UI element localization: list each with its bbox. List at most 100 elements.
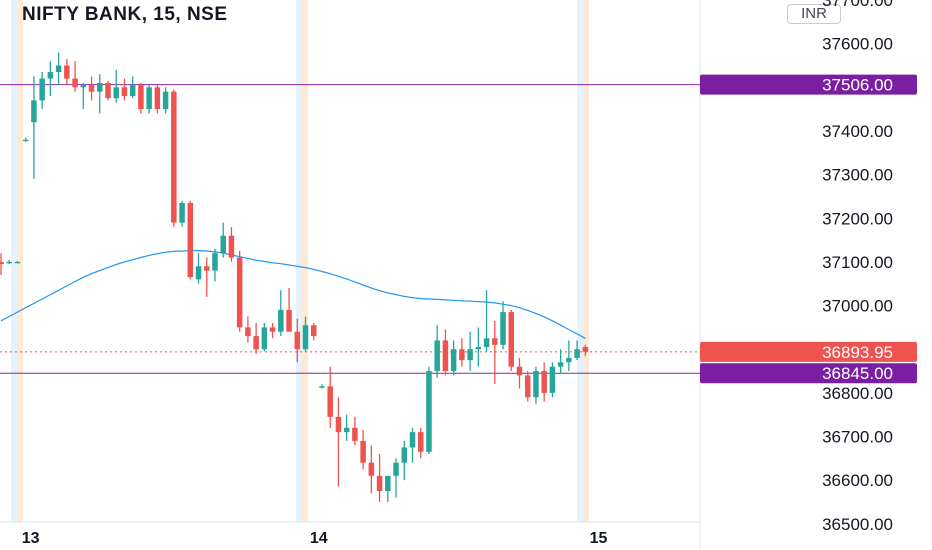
y-tick-label: 36800.00 — [822, 384, 893, 403]
y-tick-label: 37200.00 — [822, 209, 893, 228]
candle-body — [6, 261, 12, 264]
candle-body — [253, 336, 259, 350]
candle-body — [409, 432, 416, 448]
candle-body — [64, 65, 70, 79]
last-price-tag — [700, 341, 917, 362]
x-tick-label: 13 — [22, 530, 40, 547]
candle-body — [286, 309, 292, 332]
y-tick-label: 37300.00 — [822, 166, 893, 185]
candle-body — [14, 261, 21, 264]
candle-body — [516, 366, 523, 376]
candle-body — [97, 82, 103, 92]
candle-body — [524, 375, 531, 398]
candle-body — [138, 85, 144, 110]
y-tick-label: 37000.00 — [822, 297, 893, 316]
chart-title: NIFTY BANK, 15, NSE — [22, 4, 228, 25]
session-band — [577, 0, 583, 522]
candle-body — [105, 82, 111, 99]
candle-body — [228, 235, 235, 258]
candle-body — [22, 139, 29, 142]
candle-body — [146, 87, 152, 110]
candle-body — [129, 85, 136, 97]
candle-body — [171, 91, 177, 223]
candle-body — [31, 100, 37, 123]
candle-body — [121, 87, 128, 97]
candle-body — [294, 331, 301, 350]
candle-body — [179, 202, 185, 223]
level-price-tag — [700, 363, 917, 384]
candle-body — [327, 386, 333, 417]
candle-body — [195, 266, 202, 280]
candle-body — [401, 447, 408, 463]
candle-body — [335, 416, 342, 433]
y-tick-label: 36500.00 — [822, 515, 893, 534]
candle-body — [310, 325, 317, 337]
candle-body — [434, 340, 440, 372]
candle-body — [319, 386, 325, 388]
candle-body — [541, 371, 547, 393]
candle-body — [72, 78, 78, 88]
candle-body — [269, 327, 276, 332]
candle-body — [459, 349, 465, 361]
candle-body — [162, 91, 169, 110]
candle-body — [467, 349, 473, 361]
candle-body — [417, 432, 424, 452]
candle-body — [574, 349, 580, 358]
candle-body — [154, 87, 161, 110]
candle-body — [352, 427, 358, 441]
y-tick-label: 37400.00 — [822, 122, 893, 141]
level-price-label: 36845.00 — [822, 364, 893, 383]
candle-body — [0, 261, 4, 265]
session-band — [11, 0, 17, 522]
candle-body — [475, 347, 482, 350]
candle-body — [212, 253, 218, 271]
candle-body — [261, 327, 268, 350]
candle-body — [302, 325, 309, 350]
candle-body — [187, 202, 194, 278]
candle-body — [113, 87, 119, 99]
candle-body — [204, 266, 210, 271]
candle-body — [533, 371, 539, 398]
candle-body — [47, 72, 54, 79]
candle-body — [88, 85, 95, 92]
candle-body — [220, 235, 226, 254]
candle-body — [582, 347, 589, 352]
currency-button[interactable]: INR — [787, 4, 841, 24]
y-tick-label: 37600.00 — [822, 35, 893, 54]
session-band — [302, 0, 308, 522]
candle-body — [492, 338, 498, 345]
candle-body — [549, 366, 556, 393]
candle-body — [236, 257, 243, 328]
candle-body — [360, 440, 366, 463]
y-tick-label: 36600.00 — [822, 471, 893, 490]
level-price-tag — [700, 74, 917, 95]
candle-body — [483, 338, 490, 348]
candle-body — [55, 65, 62, 73]
y-tick-label: 36700.00 — [822, 428, 893, 447]
y-tick-label: 37100.00 — [822, 253, 893, 272]
y-tick-label: 37700.00 — [822, 0, 893, 10]
candle-body — [442, 340, 449, 372]
candle-body — [368, 462, 375, 476]
candle-body — [566, 357, 572, 363]
candle-body — [426, 371, 432, 452]
candle-body — [343, 427, 350, 433]
candle-body — [278, 309, 284, 332]
candle-body — [385, 475, 391, 492]
x-tick-label: 14 — [310, 530, 328, 547]
candle-body — [39, 78, 45, 101]
session-band — [583, 0, 589, 522]
candle-body — [245, 327, 251, 337]
candle-body — [450, 349, 457, 372]
session-band — [17, 0, 23, 522]
candle-body — [508, 312, 515, 367]
session-band — [296, 0, 302, 522]
candle-body — [500, 312, 506, 345]
candle-body — [80, 85, 87, 88]
candle-body — [376, 475, 383, 492]
last-price-label: 36893.95 — [822, 343, 893, 362]
x-tick-label: 15 — [590, 530, 608, 547]
candle-body — [393, 462, 399, 476]
candle-body — [557, 362, 564, 367]
